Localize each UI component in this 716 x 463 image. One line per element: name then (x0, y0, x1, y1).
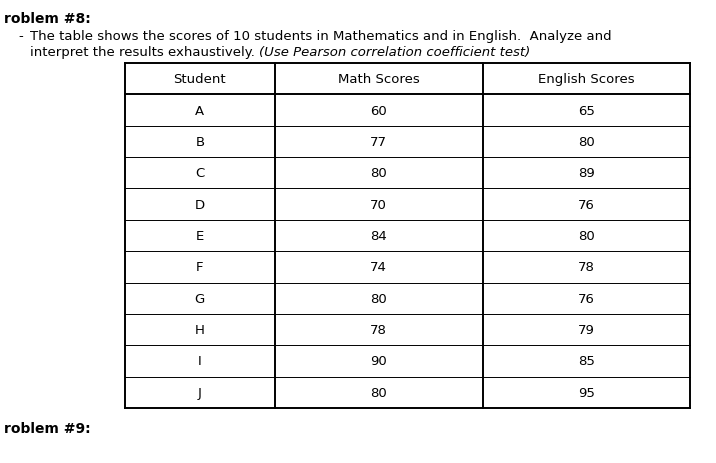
Text: 76: 76 (578, 292, 595, 305)
Text: J: J (198, 386, 202, 399)
Text: H: H (195, 323, 205, 336)
Text: G: G (195, 292, 205, 305)
Text: 60: 60 (370, 104, 387, 117)
Text: 79: 79 (578, 323, 595, 336)
Text: English Scores: English Scores (538, 73, 634, 86)
Text: The table shows the scores of 10 students in Mathematics and in English.  Analyz: The table shows the scores of 10 student… (30, 30, 611, 43)
Text: 77: 77 (370, 136, 387, 149)
Text: -: - (18, 30, 23, 43)
Text: 85: 85 (578, 355, 595, 368)
Text: 95: 95 (578, 386, 595, 399)
Text: Student: Student (173, 73, 226, 86)
Text: 74: 74 (370, 261, 387, 274)
Text: I: I (198, 355, 202, 368)
Text: 90: 90 (370, 355, 387, 368)
Text: B: B (195, 136, 205, 149)
Text: Math Scores: Math Scores (338, 73, 420, 86)
Text: roblem #8:: roblem #8: (4, 12, 91, 26)
Text: 76: 76 (578, 198, 595, 211)
Text: 70: 70 (370, 198, 387, 211)
Text: D: D (195, 198, 205, 211)
Text: interpret the results exhaustively.: interpret the results exhaustively. (30, 46, 259, 59)
Text: 84: 84 (370, 230, 387, 243)
Text: 78: 78 (370, 323, 387, 336)
Text: 80: 80 (370, 386, 387, 399)
Text: 80: 80 (370, 167, 387, 180)
Text: A: A (195, 104, 205, 117)
Text: C: C (195, 167, 205, 180)
Text: 89: 89 (578, 167, 595, 180)
Text: 80: 80 (578, 136, 595, 149)
Text: E: E (195, 230, 204, 243)
Text: 65: 65 (578, 104, 595, 117)
Text: roblem #9:: roblem #9: (4, 421, 91, 435)
Text: (Use Pearson correlation coefficient test): (Use Pearson correlation coefficient tes… (259, 46, 531, 59)
Text: F: F (196, 261, 203, 274)
Text: 78: 78 (578, 261, 595, 274)
Text: 80: 80 (370, 292, 387, 305)
Text: 80: 80 (578, 230, 595, 243)
